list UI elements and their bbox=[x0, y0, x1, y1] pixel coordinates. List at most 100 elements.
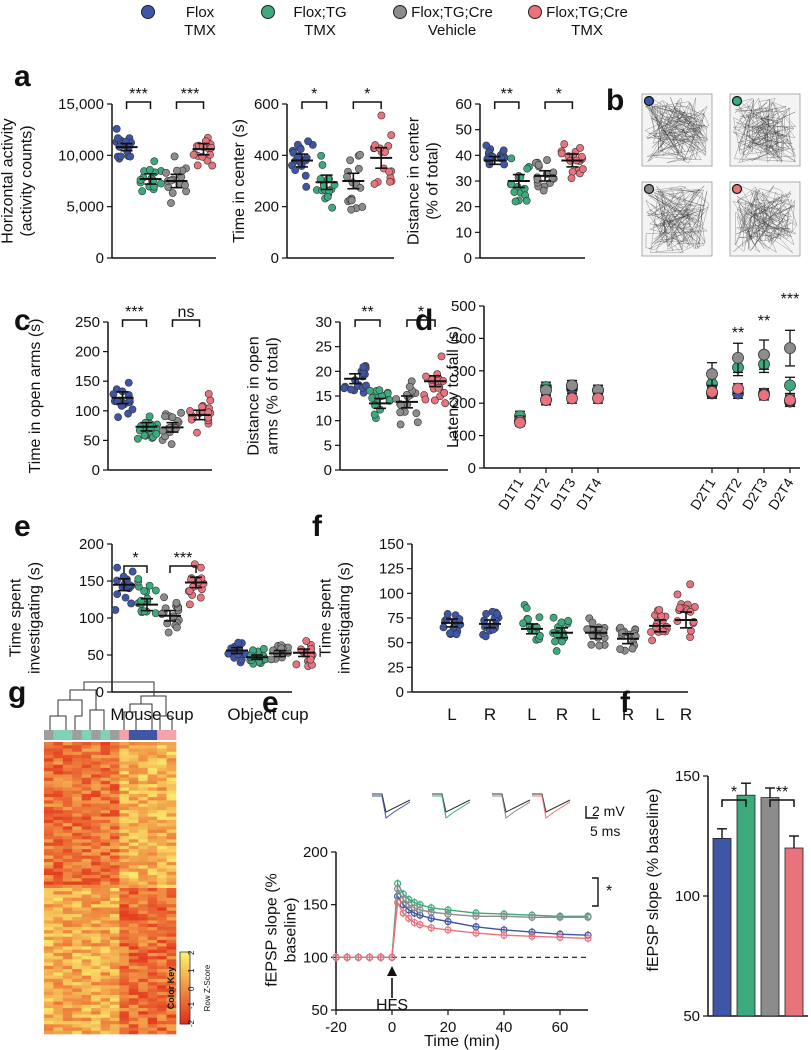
heatmap-cell bbox=[91, 982, 101, 986]
heatmap-cell bbox=[62, 758, 73, 762]
sig-label-0: ** bbox=[501, 86, 513, 103]
heatmap-cell bbox=[53, 839, 64, 843]
heatmap-cell bbox=[53, 790, 64, 795]
heatmap-cell bbox=[100, 897, 111, 902]
heatmap-cell bbox=[81, 891, 92, 895]
heatmap-cell bbox=[166, 803, 177, 808]
heatmap-cell bbox=[91, 754, 101, 759]
heatmap-cell bbox=[110, 832, 120, 837]
heatmap-cell bbox=[100, 797, 111, 801]
heatmap-cell bbox=[147, 777, 158, 782]
heatmap-cell bbox=[110, 829, 120, 834]
heatmap-cell bbox=[147, 780, 158, 785]
heatmap-cell bbox=[100, 972, 111, 976]
heatmap-cell bbox=[53, 810, 64, 814]
heatmap-cell bbox=[100, 826, 111, 830]
heatmap-cell bbox=[91, 900, 101, 905]
heatmap-cell bbox=[62, 868, 73, 873]
heatmap-cell bbox=[81, 800, 92, 804]
data-point bbox=[356, 183, 365, 192]
heatmap-cell bbox=[119, 943, 130, 947]
group-marker bbox=[731, 95, 743, 107]
panel-letter-f2: f bbox=[620, 686, 631, 719]
heatmap-cell bbox=[44, 917, 54, 921]
heatmap-cell bbox=[119, 933, 130, 937]
heatmap-cell bbox=[110, 952, 120, 957]
heatmap-cell bbox=[119, 930, 130, 934]
heatmap-cell bbox=[119, 962, 130, 967]
heatmap-cell bbox=[119, 991, 130, 996]
heatmap-cell bbox=[147, 998, 158, 1002]
heatmap-cell bbox=[81, 819, 92, 824]
heatmap-cell bbox=[128, 849, 139, 853]
heatmap-cell bbox=[147, 1017, 158, 1022]
heatmap-cell bbox=[166, 998, 177, 1002]
heatmap-cell bbox=[44, 881, 54, 886]
heatmap-cell bbox=[72, 797, 83, 801]
heatmap-cell bbox=[62, 845, 73, 850]
heatmap-cell bbox=[166, 881, 177, 886]
y-tick-label: 40 bbox=[455, 147, 472, 164]
data-point bbox=[549, 613, 558, 622]
heatmap-cell bbox=[147, 829, 158, 834]
heatmap-cell bbox=[44, 936, 54, 941]
data-point bbox=[164, 628, 173, 637]
heatmap-cell bbox=[128, 784, 139, 788]
heatmap-cell bbox=[62, 839, 73, 843]
heatmap-cell bbox=[53, 1030, 64, 1035]
heatmap-cell bbox=[157, 832, 167, 837]
heatmap-cell bbox=[110, 907, 120, 912]
heatmap-cell bbox=[157, 949, 167, 954]
heatmap-cell bbox=[62, 969, 73, 973]
group-color-band bbox=[147, 730, 158, 740]
heatmap-cell bbox=[166, 897, 177, 902]
heatmap-cell bbox=[138, 849, 149, 853]
y-tick-label: 300 bbox=[451, 363, 476, 380]
y-tick-label: 15,000 bbox=[58, 96, 104, 113]
sig-bracket bbox=[123, 565, 148, 573]
legend-sublabel-2: Vehicle bbox=[428, 22, 476, 39]
heatmap-cell bbox=[110, 975, 120, 980]
heatmap-cell bbox=[166, 764, 177, 769]
heatmap-cell bbox=[128, 956, 139, 960]
heatmap-cell bbox=[138, 991, 149, 996]
heatmap-cell bbox=[157, 952, 167, 957]
heatmap-cell bbox=[44, 995, 54, 999]
heatmap-cell bbox=[128, 1021, 139, 1025]
heatmap-cell bbox=[53, 1014, 64, 1019]
heatmap-cell bbox=[157, 761, 167, 766]
data-point bbox=[109, 390, 118, 398]
heatmap-cell bbox=[157, 985, 167, 989]
heatmap-cell bbox=[44, 897, 54, 902]
heatmap-cell bbox=[72, 836, 83, 840]
heatmap-cell bbox=[62, 988, 73, 993]
heatmap-cell bbox=[62, 913, 73, 918]
heatmap-cell bbox=[53, 758, 64, 762]
x-tick-label: D2T2 bbox=[713, 475, 745, 513]
heatmap-cell bbox=[138, 995, 149, 999]
y-tick-label: 5,000 bbox=[66, 199, 104, 216]
heatmap-cell bbox=[128, 871, 139, 876]
heatmap-cell bbox=[119, 758, 130, 762]
y-axis-label-a2-line-0: Time in center (s) bbox=[231, 119, 248, 243]
heatmap-cell bbox=[128, 884, 139, 889]
heatmap-cell bbox=[53, 900, 64, 905]
heatmap-cell bbox=[166, 849, 177, 853]
heatmap-cell bbox=[100, 991, 111, 996]
heatmap-cell bbox=[91, 742, 101, 746]
y-axis-label-c2-line-1: arms (% of total) bbox=[265, 337, 282, 454]
heatmap-cell bbox=[72, 842, 83, 847]
heatmap-cell bbox=[147, 751, 158, 756]
heatmap-cell bbox=[147, 764, 158, 769]
heatmap-cell bbox=[100, 988, 111, 993]
heatmap-cell bbox=[166, 1011, 177, 1015]
heatmap-cell bbox=[100, 780, 111, 785]
heatmap-cell bbox=[157, 907, 167, 912]
panel-letter-c: c bbox=[14, 304, 31, 337]
heatmap-cell bbox=[166, 972, 177, 976]
data-point bbox=[528, 913, 536, 921]
heatmap-cell bbox=[72, 988, 83, 993]
data-point bbox=[500, 931, 508, 939]
heatmap-cell bbox=[81, 956, 92, 960]
heatmap-cell bbox=[128, 972, 139, 976]
